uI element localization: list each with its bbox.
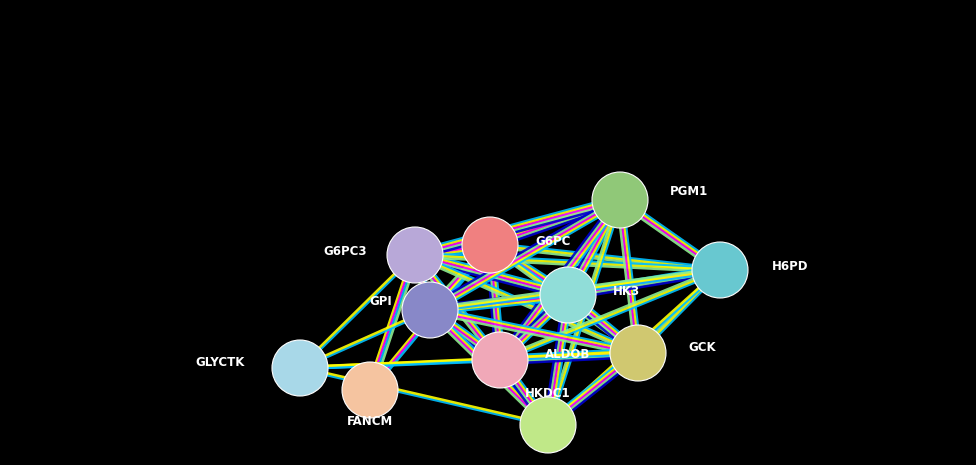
Text: GLYCTK: GLYCTK <box>195 356 245 369</box>
Text: ALDOB: ALDOB <box>545 348 590 361</box>
Text: HK3: HK3 <box>613 285 640 298</box>
Circle shape <box>387 227 443 283</box>
Text: FANCM: FANCM <box>346 415 393 428</box>
Circle shape <box>610 325 666 381</box>
Text: H6PD: H6PD <box>772 260 808 273</box>
Circle shape <box>402 282 458 338</box>
Text: HKDC1: HKDC1 <box>525 387 571 400</box>
Text: PGM1: PGM1 <box>670 185 709 198</box>
Circle shape <box>540 267 596 323</box>
Text: G6PC: G6PC <box>535 235 570 248</box>
Circle shape <box>342 362 398 418</box>
Circle shape <box>272 340 328 396</box>
Circle shape <box>520 397 576 453</box>
Text: GPI: GPI <box>369 295 392 308</box>
Circle shape <box>462 217 518 273</box>
Text: G6PC3: G6PC3 <box>323 245 367 258</box>
Circle shape <box>472 332 528 388</box>
Circle shape <box>592 172 648 228</box>
Text: GCK: GCK <box>688 341 715 354</box>
Circle shape <box>692 242 748 298</box>
